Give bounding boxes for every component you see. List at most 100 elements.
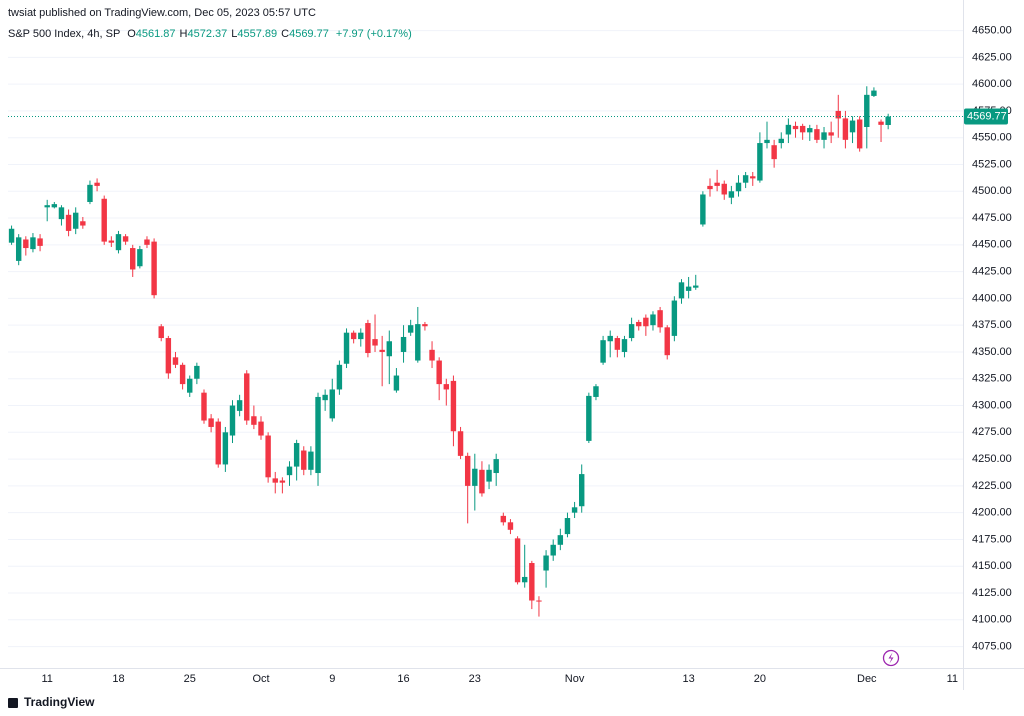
x-tick-label: Dec bbox=[857, 673, 877, 685]
candle-body bbox=[308, 451, 314, 470]
candle-body bbox=[878, 121, 884, 125]
legend-line: S&P 500 Index, 4h, SP O4561.87 H4572.37 L4… bbox=[8, 28, 416, 40]
x-tick-label: 16 bbox=[397, 673, 409, 685]
candle-body bbox=[543, 555, 549, 571]
candle-body bbox=[51, 204, 58, 208]
candle-body bbox=[735, 182, 742, 192]
candle-body bbox=[871, 90, 877, 96]
y-tick-label: 4300.00 bbox=[972, 399, 1012, 411]
candle-body bbox=[172, 357, 179, 365]
candle-body bbox=[108, 240, 115, 243]
candle-body bbox=[336, 364, 343, 390]
candle-body bbox=[600, 340, 606, 363]
candle-body bbox=[757, 143, 763, 181]
ohlc-key: L bbox=[231, 28, 238, 40]
candle-body bbox=[500, 515, 507, 523]
candle-body bbox=[251, 416, 257, 425]
candle-body bbox=[393, 375, 400, 391]
candle-body bbox=[621, 339, 628, 352]
candle-body bbox=[571, 507, 578, 513]
candle-body bbox=[94, 182, 100, 186]
candle-body bbox=[443, 384, 450, 390]
y-tick-label: 4525.00 bbox=[972, 158, 1012, 170]
candle-body bbox=[564, 518, 571, 535]
candle-body bbox=[386, 341, 392, 357]
ohlc-key: C bbox=[281, 28, 290, 40]
candle-body bbox=[158, 326, 164, 339]
candle-body bbox=[429, 349, 435, 361]
candle-body bbox=[849, 120, 856, 133]
candle-body bbox=[201, 392, 207, 421]
candle-body bbox=[236, 400, 243, 411]
y-tick-label: 4425.00 bbox=[972, 266, 1012, 278]
candle-body bbox=[593, 386, 599, 397]
candle-body bbox=[322, 394, 328, 401]
x-tick-label: 13 bbox=[682, 673, 694, 685]
candle-body bbox=[607, 335, 613, 342]
y-tick-label: 4475.00 bbox=[972, 212, 1012, 224]
candle-body bbox=[842, 118, 849, 140]
candle-body bbox=[885, 116, 891, 125]
candle-body bbox=[814, 129, 820, 140]
replay-icon[interactable] bbox=[882, 649, 900, 667]
candle-body bbox=[493, 459, 499, 474]
y-tick-label: 4550.00 bbox=[972, 132, 1012, 144]
last-price-box bbox=[964, 108, 1008, 125]
y-tick-label: 4075.00 bbox=[972, 640, 1012, 652]
candle-body bbox=[329, 389, 335, 419]
candle-body bbox=[37, 238, 43, 246]
x-tick-label: Oct bbox=[252, 673, 269, 685]
candle-body bbox=[293, 443, 300, 467]
candle-body bbox=[436, 360, 442, 385]
y-tick-label: 4400.00 bbox=[972, 292, 1012, 304]
x-tick-label: 20 bbox=[754, 673, 766, 685]
candle-body bbox=[350, 332, 357, 340]
candle-body bbox=[400, 336, 407, 352]
x-tick-label: 25 bbox=[184, 673, 196, 685]
y-tick-label: 4325.00 bbox=[972, 373, 1012, 385]
candle-body bbox=[550, 544, 556, 556]
candle-body bbox=[115, 234, 122, 251]
candle-body bbox=[244, 373, 250, 421]
candle-body bbox=[807, 128, 813, 133]
candle-body bbox=[358, 332, 364, 340]
y-tick-label: 4600.00 bbox=[972, 78, 1012, 90]
candle-body bbox=[229, 405, 236, 436]
candle-body bbox=[372, 339, 378, 346]
candle-body bbox=[65, 214, 72, 231]
candle-body bbox=[179, 364, 186, 385]
x-tick-label: 11 bbox=[41, 673, 52, 685]
y-tick-label: 4225.00 bbox=[972, 480, 1012, 492]
candle-body bbox=[728, 191, 735, 198]
candle-body bbox=[272, 478, 278, 483]
candle-body bbox=[258, 421, 264, 436]
candle-body bbox=[187, 378, 193, 393]
candle-body bbox=[628, 324, 635, 339]
candle-body bbox=[614, 338, 621, 350]
candle-body bbox=[464, 455, 471, 486]
footer-brand: TradingView bbox=[24, 695, 95, 709]
y-tick-label: 4200.00 bbox=[972, 507, 1012, 519]
candle-body bbox=[222, 432, 229, 465]
candle-body bbox=[828, 132, 834, 136]
candle-body bbox=[586, 395, 592, 441]
candle-body bbox=[265, 435, 271, 478]
y-tick-label: 4150.00 bbox=[972, 560, 1012, 572]
candle-body bbox=[785, 124, 792, 135]
candle-body bbox=[215, 421, 221, 465]
y-tick-label: 4375.00 bbox=[972, 319, 1012, 331]
candle-body bbox=[479, 469, 485, 494]
candle-body bbox=[422, 324, 428, 327]
ohlc-value: 4557.89 bbox=[237, 28, 278, 40]
candle-body bbox=[700, 194, 706, 225]
candle-body bbox=[194, 365, 200, 379]
candle-body bbox=[301, 450, 307, 470]
candle-body bbox=[792, 125, 799, 130]
x-tick-label: Nov bbox=[565, 673, 585, 685]
candle-body bbox=[486, 469, 492, 482]
candle-body bbox=[771, 145, 777, 160]
y-tick-label: 4625.00 bbox=[972, 51, 1012, 63]
candle-body bbox=[707, 185, 713, 190]
